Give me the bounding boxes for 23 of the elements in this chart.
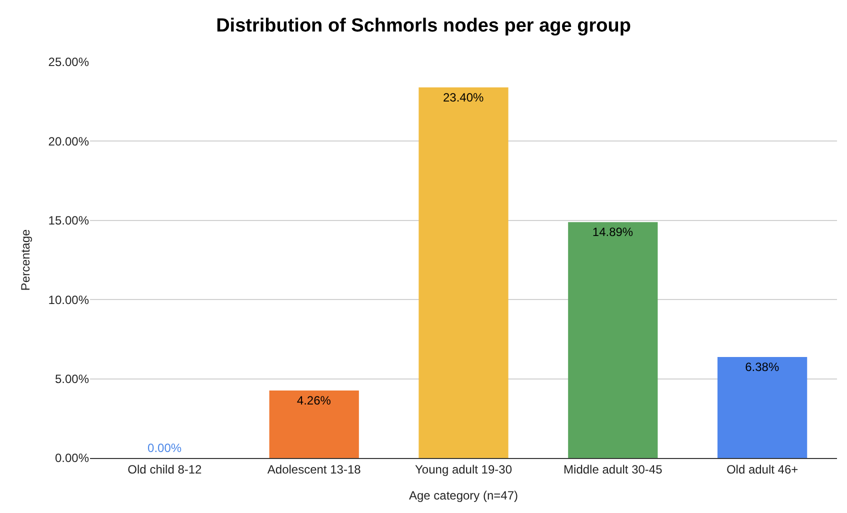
- y-tick-label: 20.00%: [48, 134, 90, 148]
- bar: [568, 222, 658, 458]
- data-label: 6.38%: [745, 360, 780, 374]
- x-axis-title: Age category (n=47): [408, 488, 518, 502]
- y-tick-label: 15.00%: [48, 214, 90, 228]
- x-tick-label: Old adult 46+: [726, 462, 798, 476]
- data-label: 23.40%: [442, 90, 484, 104]
- x-tick-label: Old child 8-12: [128, 462, 202, 476]
- x-tick-label: Middle adult 30-45: [564, 462, 663, 476]
- bar: [717, 356, 808, 458]
- y-tick-label: 0.00%: [54, 451, 90, 466]
- y-axis-title: Percentage: [18, 228, 33, 291]
- data-label: 0.00%: [148, 441, 182, 455]
- data-label: 4.26%: [296, 394, 332, 408]
- y-tick-label: 25.00%: [48, 55, 90, 70]
- x-tick-label: Young adult 19-30: [415, 462, 512, 476]
- data-label: 14.89%: [592, 225, 634, 240]
- chart-title: Distribution of Schmorls nodes per age group: [216, 15, 631, 36]
- y-tick-label: 5.00%: [54, 372, 90, 386]
- bar: [269, 390, 359, 458]
- y-tick-label: 10.00%: [48, 292, 90, 307]
- x-tick-label: Adolescent 13-18: [267, 462, 362, 476]
- bar: [418, 87, 508, 458]
